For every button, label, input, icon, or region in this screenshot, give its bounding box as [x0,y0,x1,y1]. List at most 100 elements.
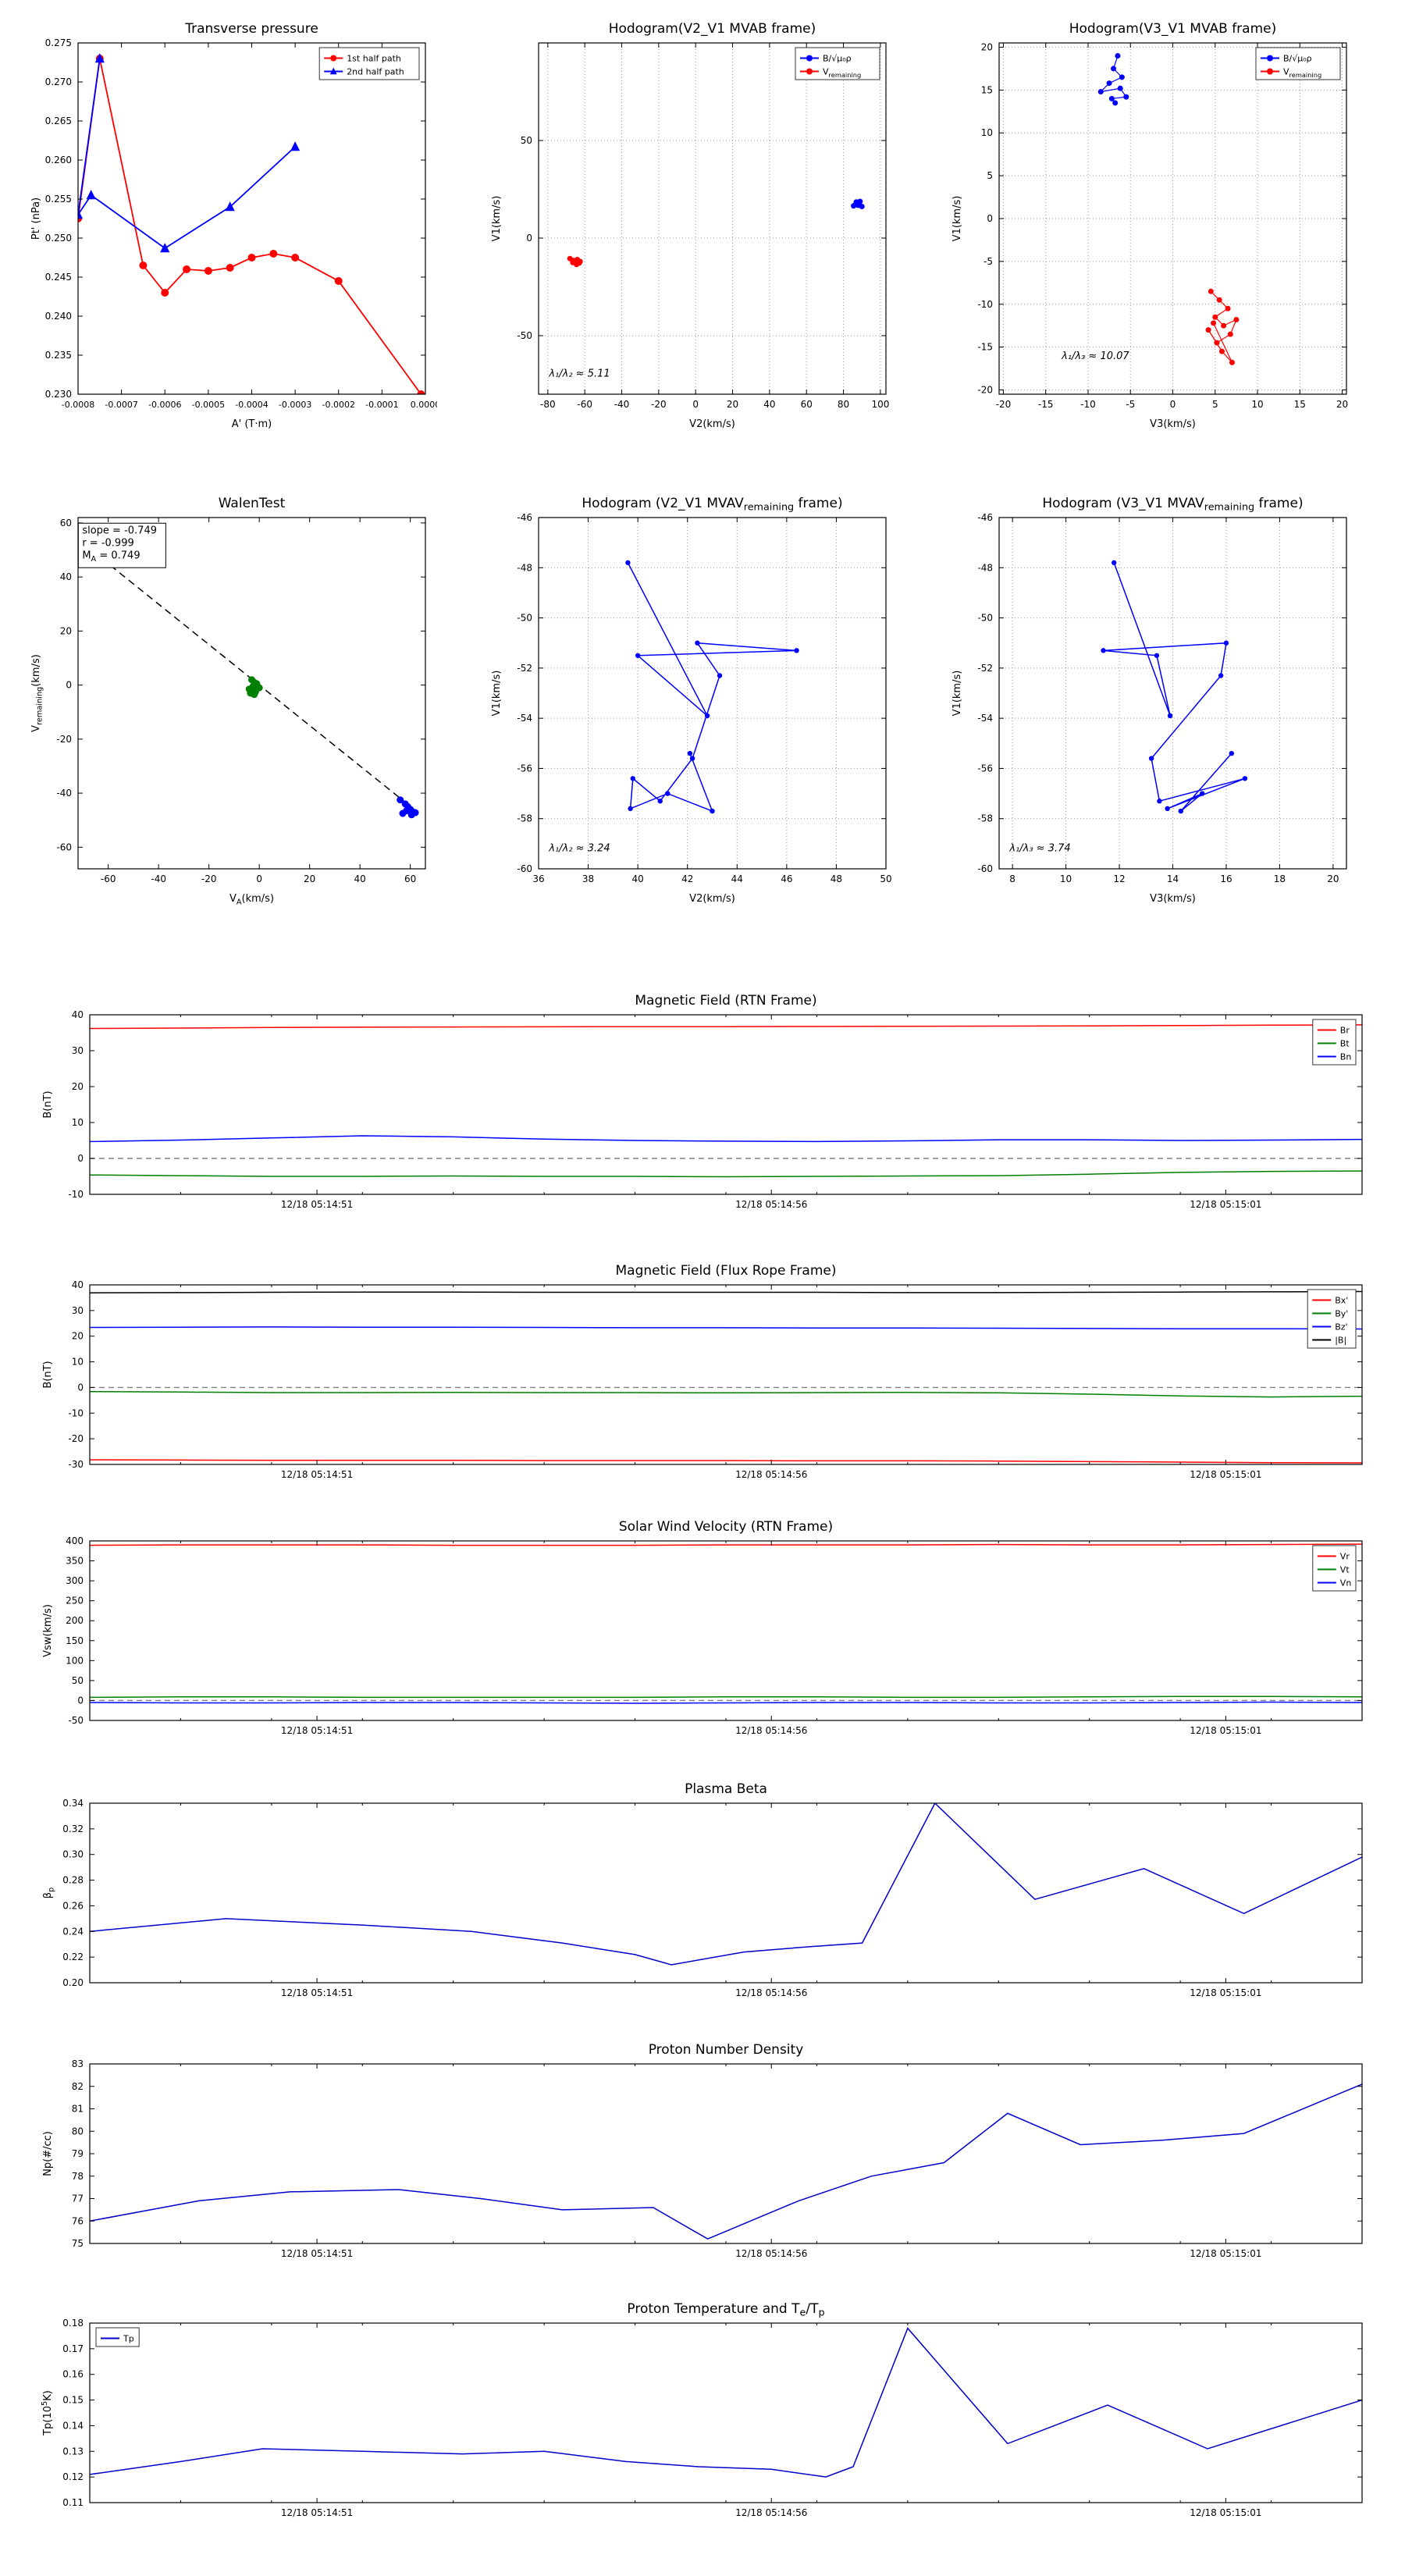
svg-text:-60: -60 [101,873,116,884]
svg-text:16: 16 [1220,873,1232,884]
proton-temp-svg: 12/18 05:14:51 12/18 05:14:56 12/18 05:15:… [41,2301,1363,2518]
hodogram-v2v1-mvab-svg: -80 -60 -40 -20 0 20 40 60 80 100 -50 0 50 Hodogram(V… [491,21,889,430]
svg-text:40: 40 [72,1009,84,1020]
svg-text:0.255: 0.255 [45,194,72,205]
svg-text:15: 15 [981,84,993,95]
svg-text:77: 77 [72,2194,84,2204]
svg-text:-20: -20 [977,385,993,396]
svg-text:82: 82 [72,2081,84,2092]
svg-text:-0.0004: -0.0004 [235,400,268,410]
svg-text:-30: -30 [68,1459,84,1470]
svg-text:0: 0 [66,680,72,691]
svg-text:-50: -50 [68,1715,84,1726]
chart-hodogram-v3v1-mvav: 8 10 12 14 16 18 20 -60 -58 -56 -54 -52 -50 -48 -46 Hod… [937,482,1358,920]
svg-text:V2(km/s): V2(km/s) [689,893,735,905]
svg-text:-54: -54 [517,713,532,724]
svg-text:Hodogram (V3_V1 MVAVremaining: Hodogram (V3_V1 MVAVremaining frame) [1042,496,1303,514]
svg-text:Vremaining(km/s): Vremaining(km/s) [30,654,44,732]
svg-text:12/18 05:15:01: 12/18 05:15:01 [1190,2507,1261,2518]
svg-text:0.12: 0.12 [62,2471,84,2482]
svg-text:A' (T·m): A' (T·m) [232,418,272,430]
svg-text:-52: -52 [977,663,993,674]
svg-text:-0.0001: -0.0001 [365,400,398,410]
svg-text:-56: -56 [977,763,993,774]
svg-text:Vremaining: Vremaining [1283,67,1321,80]
svg-text:Magnetic Field (Flux Rope Fram: Magnetic Field (Flux Rope Frame) [616,1263,837,1279]
svg-text:10: 10 [981,127,993,138]
svg-text:-0.0003: -0.0003 [279,400,311,410]
svg-text:V1(km/s): V1(km/s) [491,196,503,242]
svg-text:WalenTest: WalenTest [219,496,286,511]
svg-text:0.11: 0.11 [62,2497,84,2508]
svg-text:0: 0 [987,213,993,224]
svg-text:0.20: 0.20 [62,1977,84,1988]
svg-text:40: 40 [60,571,72,582]
svg-text:-40: -40 [56,788,72,799]
svg-text:-50: -50 [517,613,532,624]
svg-text:V3(km/s): V3(km/s) [1150,418,1196,430]
svg-text:12/18 05:15:01: 12/18 05:15:01 [1190,1725,1261,1736]
svg-text:2nd half path: 2nd half path [347,67,404,77]
svg-text:40: 40 [763,399,775,410]
chart-solar-wind-velocity: 12/18 05:14:51 12/18 05:14:56 12/18 05:15:… [31,1511,1374,1753]
svg-text:Hodogram(V2_V1 MVAB frame): Hodogram(V2_V1 MVAB frame) [609,21,816,37]
svg-text:12/18 05:14:51: 12/18 05:14:51 [281,2248,353,2259]
svg-text:B/√μ₀ρ: B/√μ₀ρ [823,54,852,64]
svg-text:350: 350 [66,1556,84,1567]
svg-text:-50: -50 [977,613,993,624]
svg-text:150: 150 [66,1635,84,1646]
svg-text:0.22: 0.22 [62,1952,84,1962]
svg-text:50: 50 [72,1675,84,1686]
svg-text:30: 30 [72,1045,84,1056]
svg-text:79: 79 [72,2148,84,2159]
chart-magnetic-field-rtn: 12/18 05:14:51 12/18 05:14:56 12/18 05:15:… [31,985,1374,1227]
svg-text:0.30: 0.30 [62,1849,84,1860]
svg-text:-15: -15 [977,342,993,353]
svg-text:20: 20 [72,1081,84,1092]
svg-text:-10: -10 [68,1189,84,1200]
svg-text:12/18 05:14:56: 12/18 05:14:56 [735,1469,807,1480]
mag-fluxrope-svg: 12/18 05:14:51 12/18 05:14:56 12/18 05:15:… [42,1263,1363,1480]
svg-text:-0.0008: -0.0008 [62,400,94,410]
svg-text:λ₁/λ₃ ≈ 10.07: λ₁/λ₃ ≈ 10.07 [1061,350,1129,362]
svg-text:Bz': Bz' [1335,1322,1347,1332]
svg-text:0.270: 0.270 [45,76,72,87]
chart-hodogram-v2v1-mvav: 36 38 40 42 44 46 48 50 -60 -58 -56 -54 -52 -50 -48 -46… [476,482,898,920]
svg-text:20: 20 [1327,873,1339,884]
svg-text:0.260: 0.260 [45,155,72,165]
svg-text:0.230: 0.230 [45,389,72,400]
chart-hodogram-v2v1-mvab: -80 -60 -40 -20 0 20 40 60 80 100 -50 0 50 Hodogram(V… [476,8,898,445]
svg-text:42: 42 [681,873,693,884]
svg-text:12/18 05:15:01: 12/18 05:15:01 [1190,1987,1261,1998]
svg-text:-40: -40 [151,873,166,884]
svg-text:12/18 05:14:51: 12/18 05:14:51 [281,1725,353,1736]
svg-text:-10: -10 [977,299,993,310]
svg-text:-58: -58 [977,813,993,824]
svg-text:10: 10 [72,1117,84,1128]
svg-text:-60: -60 [517,863,532,874]
svg-text:0.14: 0.14 [62,2420,84,2431]
svg-text:12/18 05:14:51: 12/18 05:14:51 [281,1469,353,1480]
svg-text:40: 40 [632,873,644,884]
svg-text:0.240: 0.240 [45,311,72,322]
svg-text:-5: -5 [984,256,993,267]
chart-transverse-pressure: -0.0008 -0.0007 -0.0006 -0.0005 -0.0004 -0.00… [16,8,440,445]
svg-text:10: 10 [1060,873,1072,884]
svg-text:-0.0002: -0.0002 [322,400,355,410]
svg-text:12/18 05:14:56: 12/18 05:14:56 [735,1725,807,1736]
svg-text:0.235: 0.235 [45,350,72,361]
svg-text:12/18 05:14:51: 12/18 05:14:51 [281,1987,353,1998]
svg-text:12/18 05:14:56: 12/18 05:14:56 [735,1987,807,1998]
svg-text:V1(km/s): V1(km/s) [951,196,963,242]
mag-rtn-svg: 12/18 05:14:51 12/18 05:14:56 12/18 05:15:… [42,993,1363,1210]
svg-text:5: 5 [1212,399,1218,410]
svg-text:5: 5 [987,170,993,181]
svg-text:MA = 0.749: MA = 0.749 [82,550,140,564]
svg-text:12/18 05:14:51: 12/18 05:14:51 [281,2507,353,2518]
svg-text:46: 46 [781,873,792,884]
svg-text:-58: -58 [517,813,532,824]
svg-text:Pt' (nPa): Pt' (nPa) [30,197,42,240]
svg-text:0: 0 [526,233,532,244]
